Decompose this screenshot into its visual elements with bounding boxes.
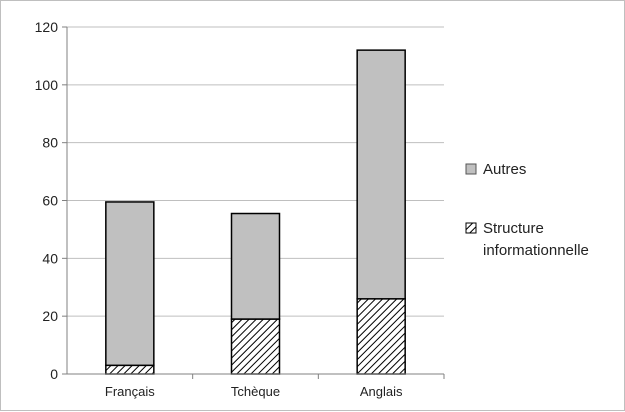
y-tick-label: 40 (42, 250, 58, 266)
x-tick-label: Anglais (360, 384, 403, 399)
bar-segment-autres (105, 201, 155, 367)
legend-label-structure-line1: Structure (483, 220, 544, 237)
legend-label-autres: Autres (483, 161, 526, 178)
y-tick-label: 100 (35, 77, 59, 93)
axes: 0 20 40 60 80 100 120 Français Tchèque Anglais (35, 19, 445, 399)
legend-swatch-autres (465, 163, 477, 175)
bar-segment-autres (230, 212, 281, 320)
bars (105, 49, 406, 375)
y-tick-label: 60 (42, 193, 58, 209)
x-tick-label: Français (105, 384, 155, 399)
y-tick-label: 20 (42, 308, 58, 324)
y-tick-label: 120 (35, 19, 59, 35)
legend-swatch-structure (465, 222, 477, 234)
bar-segment-structure (356, 298, 406, 375)
bar-segment-structure (230, 318, 281, 375)
bar-segment-structure (105, 364, 155, 375)
y-tick-label: 80 (42, 135, 58, 151)
y-tick-label: 0 (50, 366, 58, 382)
bar-segment-autres (356, 49, 406, 300)
legend: Autres Structure informationnelle (465, 161, 589, 259)
x-tick-label: Tchèque (231, 384, 280, 399)
legend-label-structure-line2: informationnelle (483, 242, 589, 259)
